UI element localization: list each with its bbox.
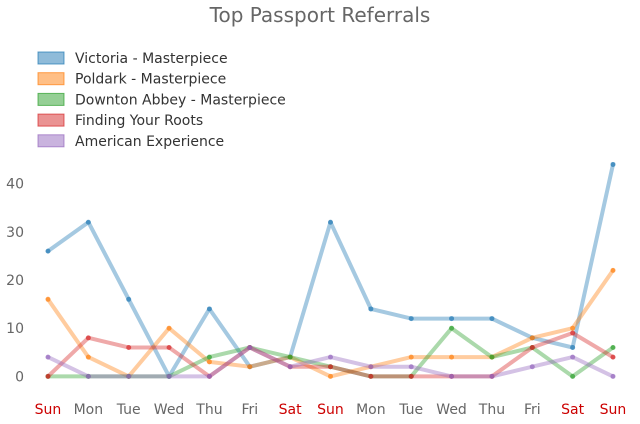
legend-swatch-0 [37, 51, 65, 65]
data-point [570, 373, 576, 379]
data-point [85, 335, 91, 341]
data-point [449, 316, 455, 322]
legend-label-0: Victoria - Masterpiece [75, 51, 228, 67]
x-tick-label: Thu [478, 402, 505, 418]
x-tick-label: Tue [116, 402, 141, 418]
data-point [328, 219, 333, 225]
data-point [570, 330, 576, 336]
data-point [126, 373, 132, 379]
data-point [489, 316, 495, 322]
data-point [85, 219, 91, 225]
x-tick-label: Fri [524, 402, 541, 418]
data-point [166, 344, 172, 350]
data-point [570, 325, 576, 331]
data-point [45, 354, 51, 360]
legend: Victoria - Masterpiece Poldark - Masterpi… [37, 51, 286, 150]
x-tick-label: Thu [195, 402, 222, 418]
x-axis: Sun Mon Tue Wed Thu Fri Sat Sun Mon Tue Wed Thu Fri S… [35, 402, 627, 418]
data-point [85, 354, 91, 360]
legend-label-3: Finding Your Roots [75, 113, 203, 129]
data-point [368, 364, 374, 370]
data-point [489, 373, 495, 379]
data-point [287, 364, 293, 370]
y-tick-label: 40 [6, 177, 24, 193]
x-tick-label: Fri [241, 402, 258, 418]
data-point [408, 316, 414, 322]
legend-label-2: Downton Abbey - Masterpiece [75, 92, 286, 108]
series-4 [45, 344, 616, 379]
data-point [328, 373, 333, 379]
x-tick-label: Mon [356, 402, 386, 418]
y-tick-label: 0 [15, 369, 24, 385]
data-point [368, 373, 374, 379]
data-point [610, 373, 616, 379]
legend-swatch-4 [37, 134, 65, 148]
data-point [247, 344, 253, 350]
chart-title: Top Passport Referrals [209, 3, 431, 27]
y-tick-label: 10 [6, 321, 24, 337]
data-point [206, 354, 212, 360]
data-point [85, 373, 91, 379]
data-point [489, 354, 495, 360]
legend-swatch-2 [37, 92, 65, 106]
data-point [287, 354, 293, 360]
data-point [328, 354, 333, 360]
data-point [45, 248, 51, 254]
data-point [570, 344, 576, 350]
data-point [206, 306, 212, 312]
y-axis: 0 10 20 30 40 [6, 177, 24, 386]
series-layer [45, 161, 616, 379]
x-tick-label: Sun [317, 402, 344, 418]
data-point [408, 373, 414, 379]
data-point [449, 373, 455, 379]
y-tick-label: 20 [6, 273, 24, 289]
data-point [328, 364, 333, 370]
x-tick-label: Sun [35, 402, 62, 418]
series-line-1 [46, 268, 615, 379]
legend-label-1: Poldark - Masterpiece [75, 72, 226, 88]
data-point [206, 373, 212, 379]
data-point [126, 344, 132, 350]
legend-swatch-3 [37, 113, 65, 127]
data-point [529, 344, 535, 350]
data-point [529, 335, 535, 341]
x-tick-label: Sun [600, 402, 627, 418]
data-point [610, 354, 616, 360]
data-point [610, 267, 616, 273]
data-point [45, 373, 51, 379]
legend-swatch-1 [37, 72, 65, 86]
data-point [449, 325, 455, 331]
x-tick-label: Wed [154, 402, 185, 418]
data-point [368, 306, 374, 312]
data-point [247, 364, 253, 370]
data-point [570, 354, 576, 360]
data-point [610, 344, 616, 350]
series-1 [45, 267, 616, 379]
data-point [166, 373, 172, 379]
data-point [408, 354, 414, 360]
x-tick-label: Tue [398, 402, 423, 418]
data-point [610, 161, 616, 167]
data-point [449, 354, 455, 360]
y-tick-label: 30 [6, 225, 24, 241]
x-tick-label: Sat [561, 402, 584, 418]
x-tick-label: Mon [74, 402, 104, 418]
legend-label-4: American Experience [75, 134, 224, 150]
data-point [529, 364, 535, 370]
x-tick-label: Sat [279, 402, 302, 418]
x-tick-label: Wed [436, 402, 467, 418]
data-point [206, 359, 212, 365]
series-line-0 [46, 162, 615, 379]
data-point [45, 296, 51, 302]
data-point [408, 364, 414, 370]
data-point [126, 296, 132, 302]
data-point [166, 325, 172, 331]
